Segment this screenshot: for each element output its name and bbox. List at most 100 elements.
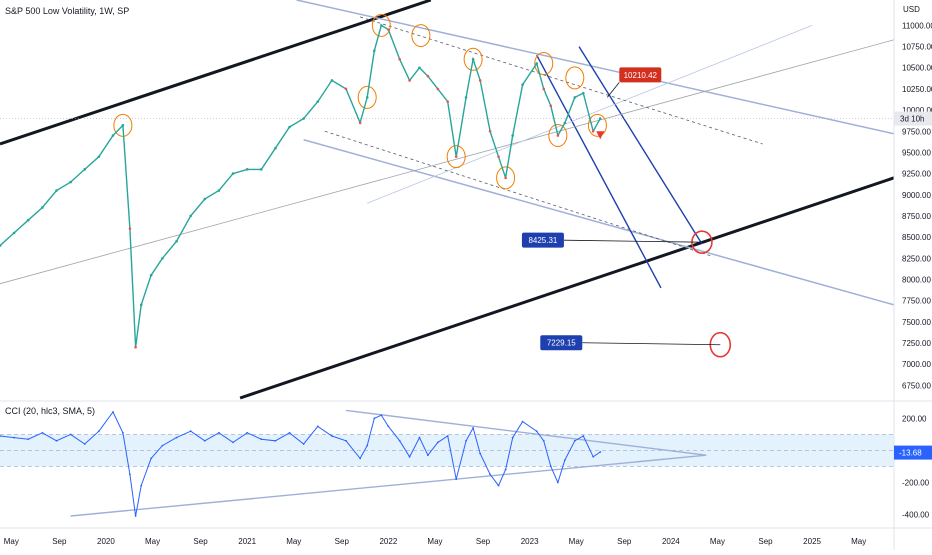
cci-point	[121, 431, 124, 434]
price-tick-label: 7750.00	[902, 297, 931, 306]
time-tick-label: May	[286, 537, 301, 546]
price-tick-label: 7500.00	[902, 318, 931, 327]
upper-trend-channel	[0, 0, 432, 146]
price-point	[542, 87, 546, 91]
price-tick-label: 8000.00	[902, 275, 931, 284]
price-point	[446, 100, 450, 103]
time-tick-label: 2023	[521, 537, 539, 546]
price-tick-label: 7000.00	[902, 360, 931, 369]
cci-point	[479, 452, 482, 455]
price-point	[55, 189, 58, 192]
price-tick-label: 10250.00	[902, 85, 932, 94]
pivot-highlight	[113, 113, 133, 137]
price-tick-label: 11000.00	[902, 21, 932, 30]
price-point	[497, 155, 500, 158]
cci-point	[274, 439, 277, 442]
pivot-highlight	[446, 145, 466, 169]
price-point	[573, 96, 577, 99]
price-tick-label: 8500.00	[902, 233, 931, 242]
cci-point	[161, 444, 164, 447]
price-point	[591, 129, 595, 133]
callout-label: 7229.15	[547, 339, 576, 348]
price-point	[41, 206, 44, 209]
cci-point	[140, 484, 143, 487]
price-tick-label: 8250.00	[902, 254, 931, 263]
time-tick-label: Sep	[335, 537, 350, 546]
price-point	[598, 117, 602, 120]
price-point	[330, 79, 334, 82]
time-tick-label: May	[710, 537, 725, 546]
price-point	[69, 180, 72, 184]
price-tick-label: 10500.00	[902, 64, 932, 73]
time-tick-label: May	[145, 537, 160, 546]
pivot-highlight	[411, 24, 431, 48]
price-point	[478, 79, 482, 82]
price-tick-label: 10750.00	[902, 43, 932, 52]
time-tick-label: Sep	[52, 537, 67, 546]
cci-point	[55, 439, 58, 442]
cci-title: CCI (20, hlc3, SMA, 5)	[5, 406, 95, 416]
cci-point	[582, 435, 585, 437]
price-point	[521, 83, 524, 86]
price-tick-label: 8750.00	[902, 212, 931, 221]
cci-point	[129, 473, 131, 476]
falling-wedge-left	[536, 54, 662, 289]
dashed-channel-line	[324, 130, 714, 257]
time-tick-label: Sep	[193, 537, 208, 546]
time-tick-label: Sep	[476, 537, 491, 546]
cci-point	[13, 436, 16, 439]
cci-point	[189, 430, 192, 433]
price-point	[134, 345, 137, 349]
last-price-tag-label: 3d 10h	[900, 115, 924, 124]
cci-value-tag	[894, 445, 932, 460]
callout-leader	[582, 342, 721, 346]
cci-point	[573, 439, 576, 442]
cci-point	[232, 441, 234, 444]
cci-point	[408, 455, 411, 458]
cci-point	[288, 431, 291, 434]
price-point	[83, 168, 87, 171]
price-point	[511, 134, 514, 137]
cci-point	[472, 427, 475, 429]
cci-point	[497, 484, 500, 487]
callout-label: 8425.31	[528, 236, 557, 245]
long-regression-line	[0, 39, 895, 285]
time-tick-label: May	[851, 537, 866, 546]
price-point	[288, 125, 291, 129]
cci-point	[316, 425, 319, 428]
cci-point	[150, 457, 153, 460]
price-point	[231, 172, 235, 175]
time-tick-label: 2024	[662, 537, 680, 546]
price-point	[372, 49, 376, 53]
price-point	[358, 121, 362, 125]
price-point	[365, 96, 369, 99]
time-tick-label: May	[427, 537, 442, 546]
upper-falling-channel	[296, 0, 895, 135]
cci-point	[387, 425, 390, 428]
price-point	[302, 117, 305, 120]
cci-point	[134, 515, 137, 517]
time-tick-label: 2020	[97, 537, 115, 546]
cci-point	[218, 431, 220, 434]
cci-point	[418, 436, 421, 439]
cci-point	[398, 439, 401, 442]
falling-wedge-right	[578, 46, 703, 245]
price-point	[12, 231, 16, 235]
cci-point	[97, 430, 100, 433]
dashed-channel-line	[360, 16, 763, 145]
price-point	[563, 121, 567, 125]
time-tick-label: Sep	[617, 537, 632, 546]
price-point	[387, 28, 390, 31]
cci-point	[592, 455, 595, 458]
cci-point	[427, 454, 429, 457]
price-point	[316, 100, 320, 103]
cci-point	[489, 473, 491, 476]
price-point	[121, 124, 125, 127]
price-point	[398, 57, 401, 61]
pivot-highlight	[548, 123, 568, 147]
price-point	[217, 189, 221, 192]
cci-point	[203, 439, 206, 442]
time-tick-label: Sep	[758, 537, 773, 546]
price-point	[259, 168, 263, 171]
